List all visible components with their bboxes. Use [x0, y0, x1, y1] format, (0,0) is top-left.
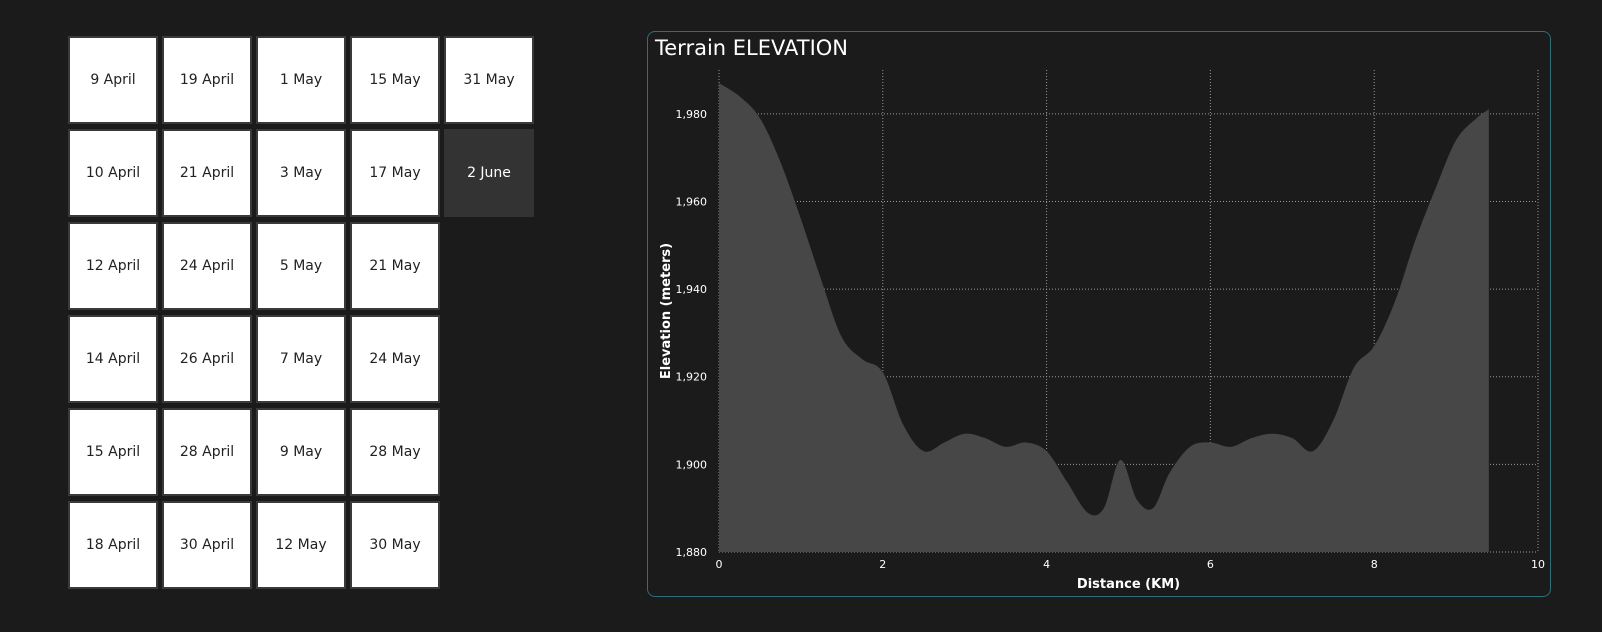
x-axis-title: Distance (KM) [1077, 577, 1180, 592]
y-axis-title: Elevation (meters) [659, 243, 674, 379]
x-tick-label: 8 [1371, 558, 1378, 571]
date-tile[interactable]: 12 April [68, 222, 158, 310]
y-tick-label: 1,940 [676, 283, 708, 296]
date-tile[interactable]: 18 April [68, 501, 158, 589]
chart-tick-labels: 0 2 4 6 8 10 1,880 1,900 1,920 1,940 1,960 1,980 [676, 108, 1546, 571]
elevation-area [719, 83, 1489, 553]
date-tile[interactable]: 17 May [350, 129, 440, 217]
date-tile[interactable]: 21 May [350, 222, 440, 310]
x-tick-label: 2 [879, 558, 886, 571]
date-tile[interactable]: 15 April [68, 408, 158, 496]
y-tick-label: 1,880 [676, 546, 708, 559]
chart-title: Terrain ELEVATION [655, 36, 849, 60]
date-tile[interactable]: 26 April [162, 315, 252, 403]
date-tile[interactable]: 12 May [256, 501, 346, 589]
date-tile[interactable]: 28 April [162, 408, 252, 496]
y-tick-label: 1,920 [676, 371, 708, 384]
x-tick-label: 4 [1043, 558, 1050, 571]
date-tile[interactable]: 14 April [68, 315, 158, 403]
date-tile[interactable]: 7 May [256, 315, 346, 403]
y-tick-label: 1,960 [676, 195, 708, 208]
date-tile[interactable]: 19 April [162, 36, 252, 124]
date-tile[interactable]: 28 May [350, 408, 440, 496]
date-tile[interactable]: 2 June [444, 129, 534, 217]
x-tick-label: 0 [716, 558, 723, 571]
date-tile[interactable]: 3 May [256, 129, 346, 217]
elevation-chart: 0 2 4 6 8 10 1,880 1,900 1,920 1,940 1,960 1,980 Di… [659, 70, 1546, 592]
date-tile[interactable]: 9 April [68, 36, 158, 124]
date-tile[interactable]: 21 April [162, 129, 252, 217]
date-tile[interactable]: 1 May [256, 36, 346, 124]
date-slicer: 9 April 19 April 1 May 15 May 31 May 10 April… [68, 36, 534, 589]
date-tile[interactable]: 24 April [162, 222, 252, 310]
x-tick-label: 6 [1207, 558, 1214, 571]
date-tile[interactable]: 10 April [68, 129, 158, 217]
date-tile[interactable]: 30 April [162, 501, 252, 589]
date-tile[interactable]: 15 May [350, 36, 440, 124]
date-tile[interactable]: 24 May [350, 315, 440, 403]
elevation-chart-panel: Terrain ELEVATION 0 2 4 6 8 10 1,880 1,900 1,920… [647, 31, 1551, 597]
date-tile[interactable]: 5 May [256, 222, 346, 310]
y-tick-label: 1,980 [676, 108, 708, 121]
date-tile[interactable]: 31 May [444, 36, 534, 124]
date-tile[interactable]: 30 May [350, 501, 440, 589]
y-tick-label: 1,900 [676, 458, 708, 471]
date-tile[interactable]: 9 May [256, 408, 346, 496]
x-tick-label: 10 [1531, 558, 1545, 571]
